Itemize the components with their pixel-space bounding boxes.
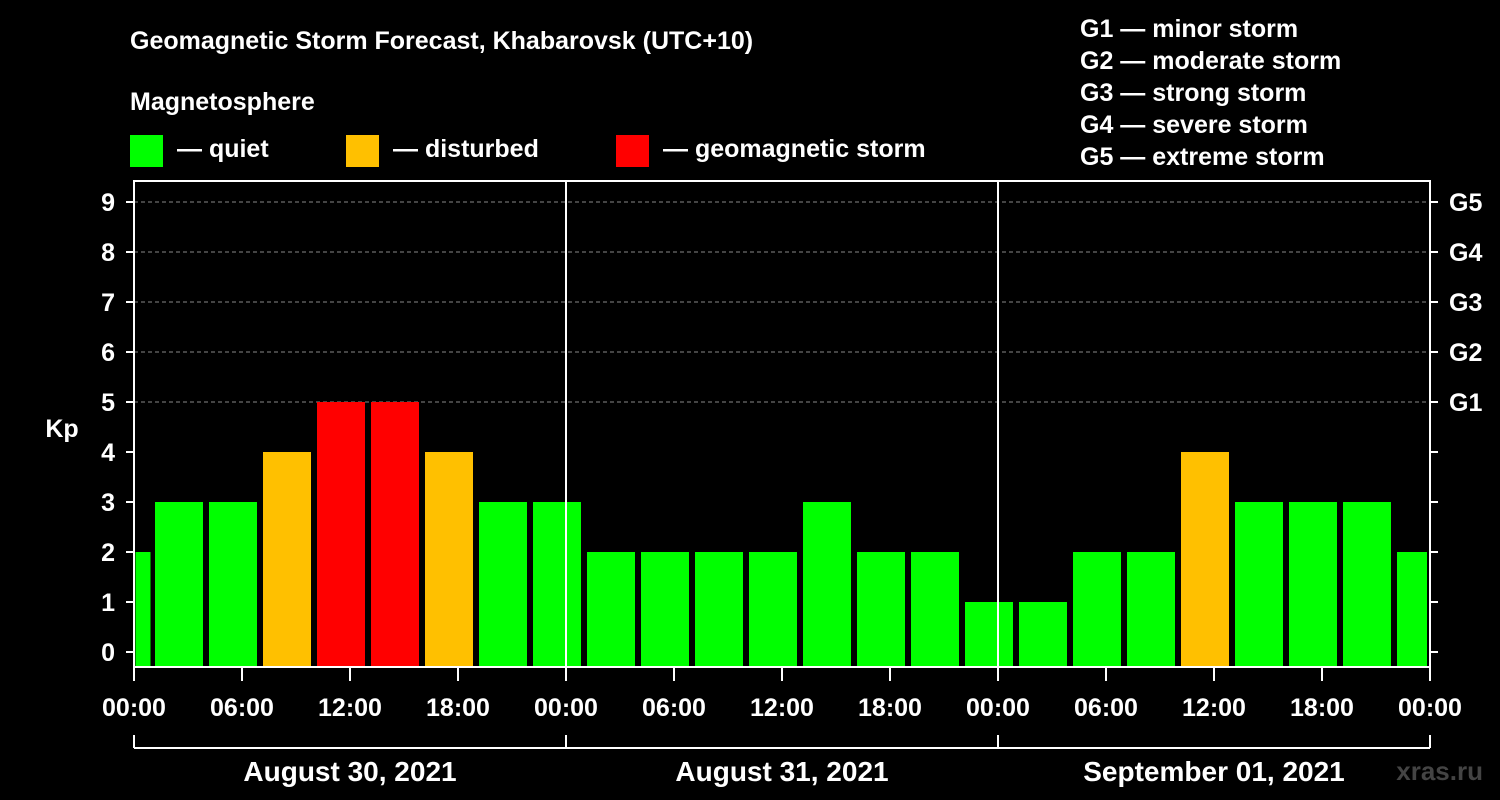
kp-bar-quiet bbox=[135, 552, 151, 667]
storm-scale-g3: G3 — strong storm bbox=[1080, 79, 1306, 107]
legend: — quiet — disturbed — geomagnetic storm bbox=[130, 135, 926, 167]
y-tick-label: 3 bbox=[101, 489, 115, 517]
storm-scale-g1: G1 — minor storm bbox=[1080, 15, 1298, 43]
kp-bar-quiet bbox=[641, 552, 689, 667]
kp-bar-quiet bbox=[749, 552, 797, 667]
x-tick-label: 00:00 bbox=[1398, 694, 1462, 722]
kp-bar-quiet bbox=[533, 502, 581, 667]
kp-bar-quiet bbox=[587, 552, 635, 667]
kp-bar-disturbed bbox=[1181, 452, 1229, 667]
axes-layer: 0 1 2 3 4 5 6 7 8 9 G1 G2 G3 G4 G5 00:00 06:00 12:00 18:00… bbox=[101, 180, 1482, 787]
g-level-label: G5 bbox=[1449, 189, 1482, 217]
chart-subtitle: Magnetosphere bbox=[130, 88, 315, 116]
x-tick-label: 18:00 bbox=[858, 694, 922, 722]
y-tick-label: 5 bbox=[101, 389, 115, 417]
kp-bar-quiet bbox=[1073, 552, 1121, 667]
kp-bar-quiet bbox=[857, 552, 905, 667]
watermark: xras.ru bbox=[1396, 756, 1483, 786]
legend-swatch-quiet bbox=[130, 135, 163, 167]
day-label: August 31, 2021 bbox=[675, 756, 888, 787]
x-tick-label: 00:00 bbox=[102, 694, 166, 722]
kp-bar-quiet bbox=[911, 552, 959, 667]
kp-bar-quiet bbox=[695, 552, 743, 667]
kp-bar-disturbed bbox=[425, 452, 473, 667]
chart-title: Geomagnetic Storm Forecast, Khabarovsk (… bbox=[130, 27, 753, 55]
y-tick-label: 8 bbox=[101, 239, 115, 267]
kp-bar-quiet bbox=[965, 602, 1013, 667]
legend-label-storm: — geomagnetic storm bbox=[663, 135, 926, 163]
y-tick-label: 1 bbox=[101, 589, 115, 617]
g-level-label: G4 bbox=[1449, 239, 1482, 267]
g-level-label: G2 bbox=[1449, 339, 1482, 367]
kp-bar-disturbed bbox=[263, 452, 311, 667]
grid-layer bbox=[134, 201, 1430, 403]
x-tick-label: 06:00 bbox=[642, 694, 706, 722]
legend-label-quiet: — quiet bbox=[177, 135, 269, 163]
day-label: August 30, 2021 bbox=[243, 756, 456, 787]
kp-bar-quiet bbox=[1397, 552, 1427, 667]
x-tick-label: 18:00 bbox=[1290, 694, 1354, 722]
x-tick-label: 00:00 bbox=[966, 694, 1030, 722]
g-level-label: G3 bbox=[1449, 289, 1482, 317]
day-label: September 01, 2021 bbox=[1083, 756, 1345, 787]
kp-bar-quiet bbox=[1343, 502, 1391, 667]
y-tick-label: 4 bbox=[101, 439, 115, 467]
y-axis-label: Kp bbox=[45, 415, 78, 443]
kp-bar-quiet bbox=[1019, 602, 1067, 667]
x-tick-label: 18:00 bbox=[426, 694, 490, 722]
y-tick-label: 6 bbox=[101, 339, 115, 367]
x-tick-label: 00:00 bbox=[534, 694, 598, 722]
x-tick-label: 12:00 bbox=[750, 694, 814, 722]
kp-bar-quiet bbox=[479, 502, 527, 667]
legend-label-disturbed: — disturbed bbox=[393, 135, 539, 163]
kp-bar-quiet bbox=[1235, 502, 1283, 667]
kp-bar-quiet bbox=[1127, 552, 1175, 667]
storm-scale-g4: G4 — severe storm bbox=[1080, 111, 1308, 139]
storm-scale-g5: G5 — extreme storm bbox=[1080, 143, 1325, 171]
kp-bar-quiet bbox=[155, 502, 203, 667]
kp-bar-storm bbox=[371, 402, 419, 667]
legend-swatch-disturbed bbox=[346, 135, 379, 167]
x-tick-label: 12:00 bbox=[1182, 694, 1246, 722]
x-tick-label: 06:00 bbox=[1074, 694, 1138, 722]
legend-swatch-storm bbox=[616, 135, 649, 167]
y-tick-label: 0 bbox=[101, 639, 115, 667]
g-level-label: G1 bbox=[1449, 389, 1482, 417]
bars-layer bbox=[135, 402, 1427, 667]
storm-scale-g2: G2 — moderate storm bbox=[1080, 47, 1341, 75]
x-tick-label: 06:00 bbox=[210, 694, 274, 722]
y-tick-label: 2 bbox=[101, 539, 115, 567]
kp-bar-quiet bbox=[803, 502, 851, 667]
kp-bar-quiet bbox=[1289, 502, 1337, 667]
y-tick-label: 7 bbox=[101, 289, 115, 317]
x-tick-label: 12:00 bbox=[318, 694, 382, 722]
kp-bar-storm bbox=[317, 402, 365, 667]
kp-bar-quiet bbox=[209, 502, 257, 667]
y-tick-label: 9 bbox=[101, 189, 115, 217]
storm-scale-legend: G1 — minor storm G2 — moderate storm G3 … bbox=[1080, 15, 1341, 171]
